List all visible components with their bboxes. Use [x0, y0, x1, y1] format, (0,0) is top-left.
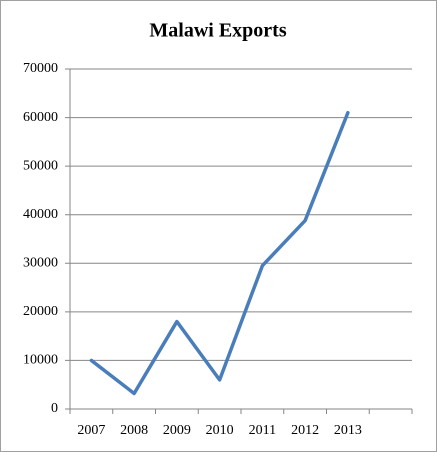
x-tick-label: 2007 [77, 423, 105, 438]
y-tick-label: 20000 [23, 304, 58, 319]
y-tick-label: 0 [51, 401, 58, 416]
x-tick-label: 2010 [206, 423, 234, 438]
data-line [89, 110, 350, 396]
x-tick-label: 2012 [291, 423, 319, 438]
x-tick-label: 2013 [334, 423, 362, 438]
y-tick-label: 40000 [23, 207, 58, 222]
y-tick-label: 10000 [23, 353, 58, 368]
y-tick-label: 30000 [23, 256, 58, 271]
y-tick-label: 50000 [23, 158, 58, 173]
x-tick-label: 2011 [249, 423, 276, 438]
chart-title: Malawi Exports [149, 20, 286, 42]
y-tick-label: 60000 [23, 110, 58, 125]
x-tick-label: 2008 [120, 423, 148, 438]
x-tick-label: 2009 [163, 423, 191, 438]
y-tick-label: 70000 [23, 61, 58, 76]
